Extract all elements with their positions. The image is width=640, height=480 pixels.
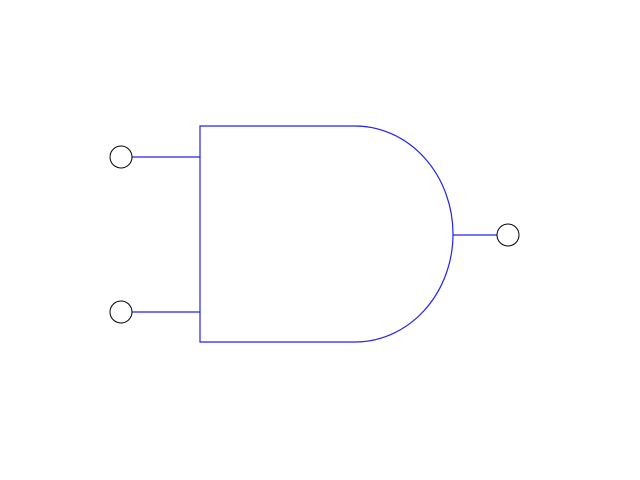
input-a — [109, 145, 200, 169]
and-gate-body — [199, 125, 454, 343]
input-b-terminal[interactable] — [109, 300, 133, 324]
output — [453, 223, 520, 247]
input-b — [109, 300, 200, 324]
input-a-terminal[interactable] — [109, 145, 133, 169]
output-terminal[interactable] — [496, 223, 520, 247]
and-gate — [199, 125, 454, 343]
